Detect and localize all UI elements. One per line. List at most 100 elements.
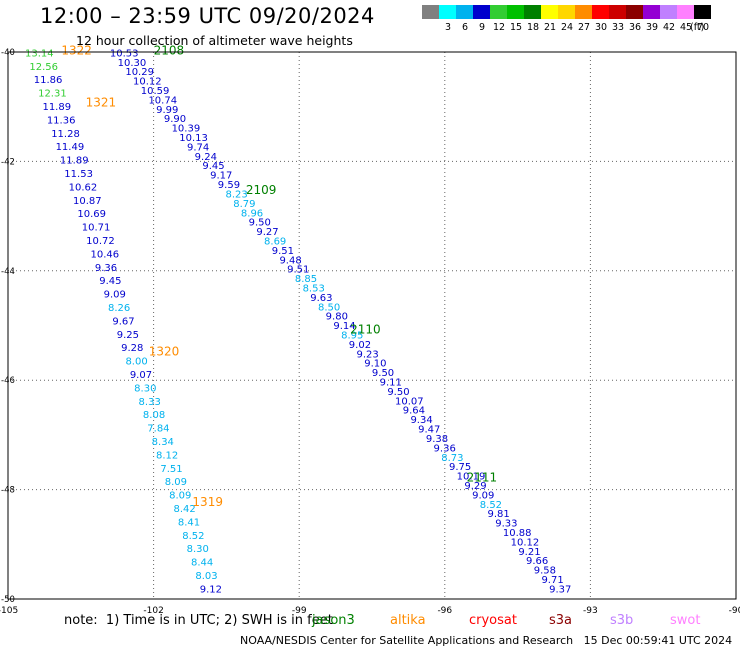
pass-label: 2108 — [154, 44, 185, 58]
wave-height-value: 9.29 — [464, 481, 486, 492]
wave-height-value: 9.50 — [249, 218, 271, 229]
wave-height-value: 8.85 — [295, 274, 317, 285]
pass-label: 2110 — [350, 323, 381, 337]
wave-height-value: 12.31 — [38, 89, 67, 100]
wave-height-value: 11.53 — [64, 169, 93, 180]
wave-height-value: 9.09 — [472, 490, 494, 501]
wave-height-value: 10.72 — [86, 236, 115, 247]
legend-label: 33 — [611, 22, 625, 33]
wave-height-value: 9.36 — [434, 443, 456, 454]
wave-height-value: 8.09 — [165, 477, 187, 488]
wave-height-value: 9.50 — [372, 368, 394, 379]
wave-height-value: 9.66 — [526, 556, 548, 567]
wave-height-value: 9.37 — [549, 584, 571, 595]
wave-height-value: 9.74 — [187, 142, 209, 153]
lon-tick-label: -90 — [729, 606, 740, 616]
wave-height-value: 8.53 — [303, 283, 325, 294]
wave-height-value: 10.30 — [118, 58, 147, 69]
lon-tick-label: -102 — [143, 606, 163, 616]
wave-height-value: 11.49 — [56, 142, 85, 153]
timestamp: 15 Dec 00:59:41 UTC 2024 — [583, 634, 733, 647]
legend-label: 9 — [478, 22, 486, 33]
wave-height-value: 9.64 — [403, 406, 425, 417]
wave-height-value: 8.34 — [152, 437, 174, 448]
wave-height-value: 10.88 — [503, 528, 532, 539]
legend-label: 6 — [461, 22, 469, 33]
wave-height-value: 10.46 — [91, 249, 120, 260]
wave-height-value: 8.96 — [241, 208, 263, 219]
wave-height-value: 10.12 — [511, 537, 540, 548]
wave-height-value: 10.69 — [77, 209, 106, 220]
wave-height-value: 11.36 — [47, 115, 76, 126]
legend-swatch — [643, 5, 660, 19]
wave-height-value: 9.25 — [117, 330, 139, 341]
wave-height-value: 9.12 — [200, 584, 222, 595]
wave-height-value: 10.59 — [141, 86, 170, 97]
wave-height-value: 12.56 — [29, 62, 58, 73]
wave-height-value: 8.08 — [143, 410, 165, 421]
legend-label: 24 — [560, 22, 574, 33]
wave-height-value: 11.28 — [51, 129, 80, 140]
wave-height-value: 9.58 — [534, 566, 556, 577]
credit-text: NOAA/NESDIS Center for Satellite Applica… — [240, 634, 574, 647]
wave-height-value: 10.29 — [125, 67, 154, 78]
satellite-s3a: s3a — [549, 613, 573, 628]
wave-height-value: 9.50 — [387, 387, 409, 398]
wave-height-value: 9.51 — [287, 265, 309, 276]
wave-height-value: 9.63 — [310, 293, 332, 304]
wave-height-value: 8.52 — [182, 531, 204, 542]
legend-swatch — [694, 5, 711, 19]
wave-height-value: 10.12 — [133, 77, 162, 88]
wave-height-value: 9.10 — [364, 359, 386, 370]
wave-height-value: 8.79 — [233, 199, 255, 210]
pass-label: 1320 — [149, 345, 180, 359]
wave-height-value: 9.33 — [495, 519, 517, 530]
legend-label: 42 — [662, 22, 676, 33]
legend-swatch — [490, 5, 507, 19]
wave-height-value: 9.67 — [112, 316, 134, 327]
wave-height-value: 8.03 — [195, 571, 217, 582]
pass-label: 1321 — [86, 96, 117, 110]
legend-unit: (ft) — [690, 22, 705, 33]
wave-height-value: 13.14 — [25, 48, 54, 59]
wave-height-value: 8.00 — [125, 357, 147, 368]
wave-height-value: 9.38 — [426, 434, 448, 445]
wave-height-value: 9.75 — [449, 462, 471, 473]
wave-height-value: 7.84 — [147, 424, 169, 435]
wave-height-value: 9.14 — [333, 321, 355, 332]
wave-height-value: 9.71 — [541, 575, 563, 586]
legend-label: 15 — [509, 22, 523, 33]
wave-height-value: 8.09 — [169, 491, 191, 502]
map-frame — [7, 51, 737, 600]
wave-height-value: 9.51 — [272, 246, 294, 257]
page-subtitle: 12 hour collection of altimeter wave hei… — [76, 33, 353, 48]
legend-label: 70 — [696, 22, 710, 33]
wave-height-value: 8.44 — [191, 558, 213, 569]
wave-height-value: 8.95 — [341, 331, 363, 342]
wave-height-value: 9.09 — [104, 290, 126, 301]
wave-height-value: 9.47 — [418, 425, 440, 436]
wave-height-value: 10.39 — [172, 124, 201, 135]
wave-height-value: 9.07 — [130, 370, 152, 381]
wave-height-value: 7.51 — [160, 464, 182, 475]
wave-height-value: 9.27 — [256, 227, 278, 238]
wave-height-value: 9.99 — [156, 105, 178, 116]
wave-height-value: 10.62 — [69, 182, 98, 193]
legend-swatch — [524, 5, 541, 19]
wave-height-value: 9.36 — [95, 263, 117, 274]
wave-height-value: 8.52 — [480, 500, 502, 511]
wave-height-value: 9.45 — [202, 161, 224, 172]
pass-label: 1322 — [61, 44, 92, 58]
legend-label: 30 — [594, 22, 608, 33]
legend-swatch — [422, 5, 439, 19]
satellite-swot: swot — [670, 613, 701, 628]
pass-label: 1319 — [192, 495, 223, 509]
page-title: 12:00 – 23:59 UTC 09/20/2024 — [40, 4, 375, 28]
lon-tick-label: -93 — [583, 606, 598, 616]
wave-height-value: 8.41 — [178, 517, 200, 528]
legend-swatch — [541, 5, 558, 19]
legend-label: 18 — [526, 22, 540, 33]
wave-height-value: 9.59 — [218, 180, 240, 191]
wave-height-value: 9.17 — [210, 171, 232, 182]
